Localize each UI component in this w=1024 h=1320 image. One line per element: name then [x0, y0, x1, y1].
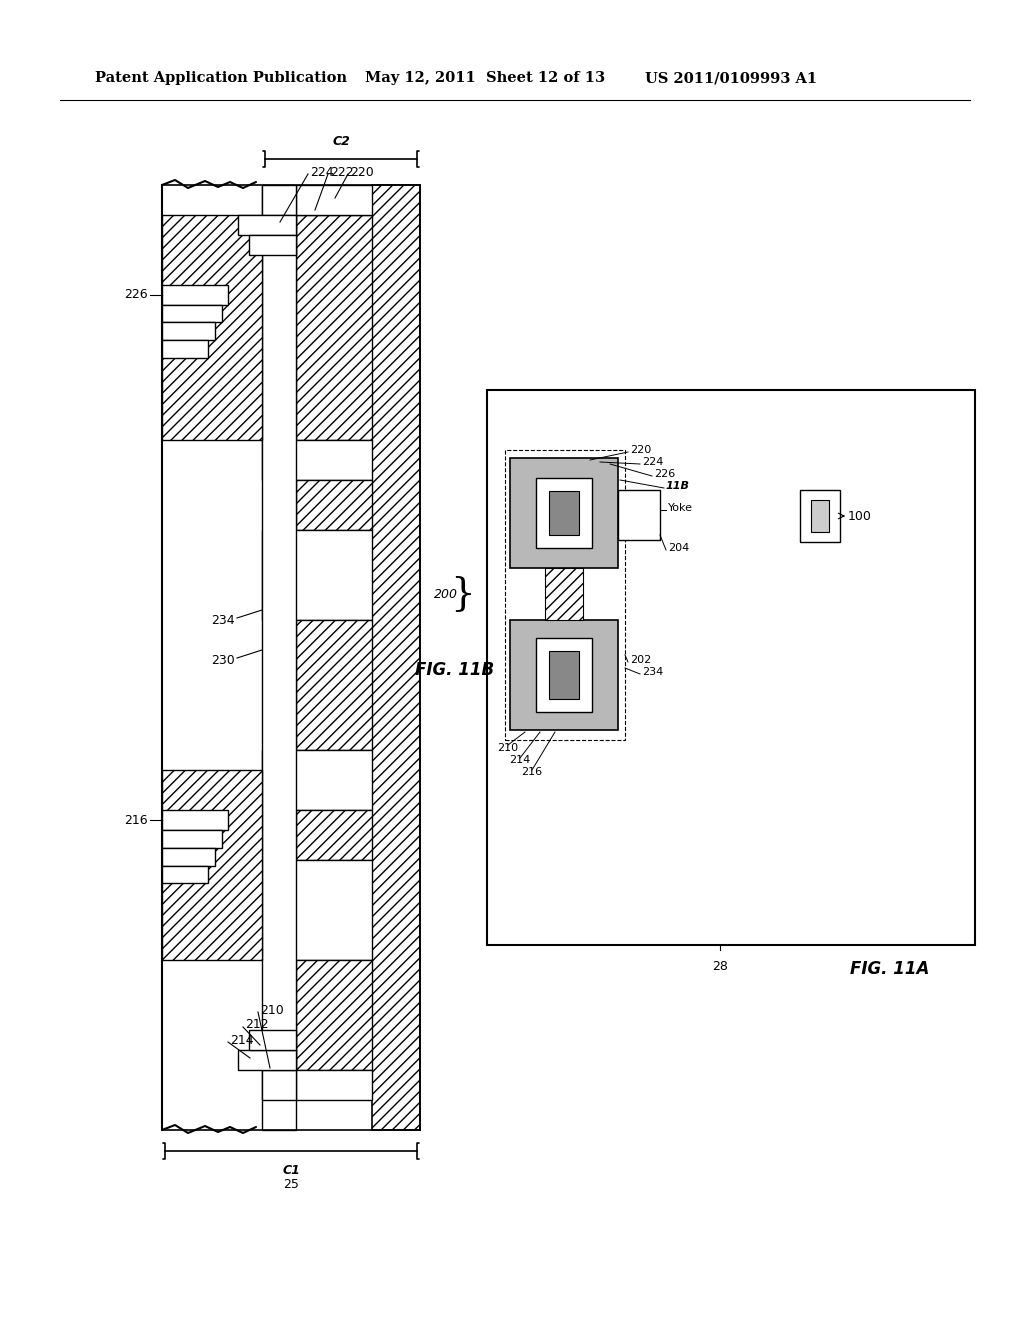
Text: 224: 224: [642, 457, 664, 467]
Text: FIG. 11A: FIG. 11A: [850, 960, 930, 978]
Bar: [249, 1030, 296, 1049]
Bar: [618, 490, 660, 540]
Bar: [510, 458, 618, 568]
Bar: [800, 490, 840, 543]
Bar: [296, 215, 372, 440]
Bar: [536, 478, 592, 548]
Text: 234: 234: [642, 667, 664, 677]
Text: 212: 212: [245, 1019, 268, 1031]
Text: 11B: 11B: [666, 480, 690, 491]
Bar: [162, 830, 222, 847]
Text: 226: 226: [654, 469, 675, 479]
Bar: [238, 1049, 296, 1071]
Bar: [162, 866, 208, 883]
Bar: [249, 235, 296, 255]
Bar: [296, 620, 372, 750]
Bar: [162, 305, 222, 322]
Bar: [549, 651, 579, 700]
Text: 216: 216: [124, 813, 148, 826]
Bar: [262, 861, 372, 960]
Bar: [162, 770, 262, 960]
Bar: [536, 638, 592, 711]
Bar: [510, 620, 618, 730]
Bar: [372, 185, 420, 1130]
Text: Patent Application Publication: Patent Application Publication: [95, 71, 347, 84]
Bar: [296, 810, 372, 861]
Text: C1: C1: [282, 1164, 300, 1177]
Bar: [487, 389, 975, 945]
Text: 28: 28: [712, 960, 728, 973]
Bar: [238, 215, 296, 235]
Text: 224: 224: [310, 165, 334, 178]
Text: 220: 220: [350, 165, 374, 178]
Text: 220: 220: [630, 445, 651, 455]
Text: 202: 202: [630, 655, 651, 665]
Text: 200: 200: [434, 589, 458, 602]
Text: 216: 216: [521, 767, 542, 777]
Text: 210: 210: [260, 1003, 284, 1016]
Bar: [162, 322, 215, 341]
Bar: [505, 450, 625, 741]
Text: 214: 214: [230, 1034, 254, 1047]
Bar: [549, 491, 579, 535]
Text: 25: 25: [283, 1177, 299, 1191]
Text: C2: C2: [332, 135, 350, 148]
Text: FIG. 11B: FIG. 11B: [416, 661, 495, 678]
Bar: [262, 185, 296, 215]
Text: US 2011/0109993 A1: US 2011/0109993 A1: [645, 71, 817, 84]
Text: 234: 234: [211, 614, 234, 627]
Bar: [162, 285, 228, 305]
Text: Yoke: Yoke: [668, 503, 693, 513]
Text: 230: 230: [211, 653, 234, 667]
Bar: [545, 568, 583, 620]
Text: May 12, 2011  Sheet 12 of 13: May 12, 2011 Sheet 12 of 13: [365, 71, 605, 84]
Bar: [296, 960, 372, 1071]
Text: 204: 204: [668, 543, 689, 553]
Bar: [162, 810, 228, 830]
Bar: [262, 440, 372, 480]
Text: 222: 222: [330, 165, 353, 178]
Text: 214: 214: [509, 755, 530, 766]
Text: 100: 100: [848, 510, 871, 523]
Bar: [262, 750, 372, 810]
Bar: [296, 1071, 372, 1100]
Bar: [162, 215, 262, 440]
Bar: [296, 480, 372, 531]
Bar: [811, 500, 829, 532]
Bar: [262, 1071, 296, 1100]
Text: 226: 226: [124, 289, 148, 301]
Bar: [162, 847, 215, 866]
Text: 210: 210: [497, 743, 518, 752]
Bar: [162, 341, 208, 358]
Bar: [262, 531, 372, 620]
Text: }: }: [451, 577, 475, 614]
Bar: [296, 185, 372, 215]
Bar: [262, 185, 296, 1130]
